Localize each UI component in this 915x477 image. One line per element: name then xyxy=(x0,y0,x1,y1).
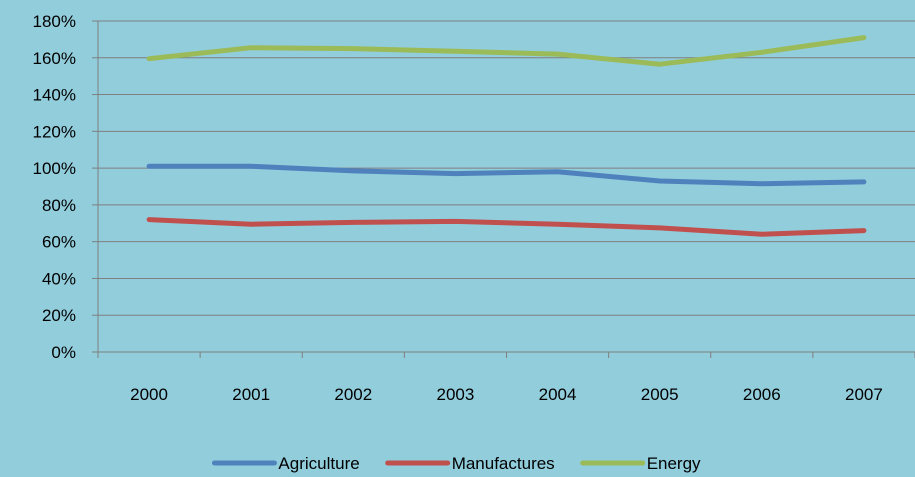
x-tick-label: 2001 xyxy=(232,385,270,404)
x-tick-label: 2004 xyxy=(539,385,577,404)
y-tick-label: 120% xyxy=(33,122,76,141)
axes xyxy=(92,20,915,358)
x-tick-label: 2003 xyxy=(437,385,475,404)
series-lines xyxy=(146,35,867,237)
series-line-manufactures xyxy=(146,217,867,237)
x-tick-label: 2002 xyxy=(334,385,372,404)
legend: Agriculture Manufactures Energy xyxy=(211,454,701,473)
x-tick-label: 2000 xyxy=(130,385,168,404)
y-tick-label: 40% xyxy=(42,269,76,288)
x-tick-label: 2006 xyxy=(743,385,781,404)
y-tick-label: 180% xyxy=(33,12,76,31)
y-tick-label: 0% xyxy=(51,343,76,362)
y-tick-label: 140% xyxy=(33,86,76,105)
legend-label-energy: Energy xyxy=(647,454,701,473)
x-tick-label: 2005 xyxy=(641,385,679,404)
x-axis-tick-labels: 2000 2001 2002 2003 2004 2005 2006 2007 xyxy=(130,385,883,404)
y-tick-label: 80% xyxy=(42,196,76,215)
legend-label-agriculture: Agriculture xyxy=(278,454,359,473)
x-tick-label: 2007 xyxy=(845,385,883,404)
y-tick-label: 100% xyxy=(33,159,76,178)
series-line-energy xyxy=(146,35,867,67)
legend-label-manufactures: Manufactures xyxy=(452,454,555,473)
y-tick-label: 60% xyxy=(42,233,76,252)
y-tick-label: 160% xyxy=(33,49,76,68)
y-axis-tick-labels: 0% 20% 40% 60% 80% 100% 120% 140% 160% 180% xyxy=(33,12,76,362)
series-line-agriculture xyxy=(146,163,867,187)
y-tick-label: 20% xyxy=(42,306,76,325)
